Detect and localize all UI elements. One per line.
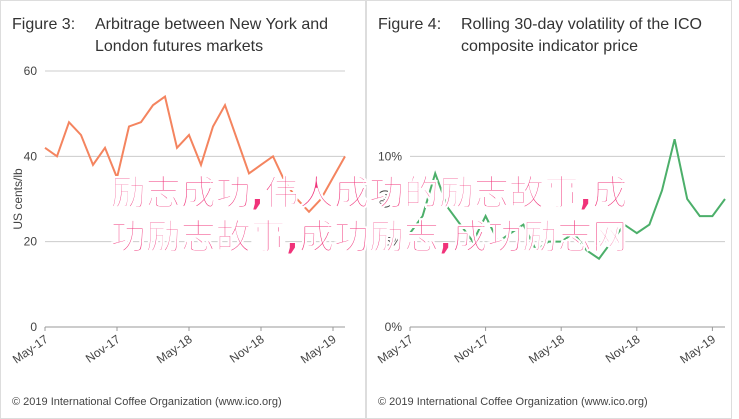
chart-title: composite indicator price xyxy=(461,38,638,55)
x-tick-label: Nov-18 xyxy=(227,332,267,366)
x-tick-label: Nov-18 xyxy=(603,332,643,366)
y-axis-label: (%) xyxy=(377,190,391,209)
y-tick-label: 60 xyxy=(24,64,38,78)
data-line xyxy=(409,139,726,261)
chart-title: London futures markets xyxy=(95,38,263,55)
x-tick-label: May-17 xyxy=(375,332,416,367)
y-tick-label: 5% xyxy=(385,235,403,249)
overlay-text: 励志成功,伟人成功的励志故事,成 xyxy=(111,174,628,214)
figure-label: Figure 4: xyxy=(378,16,441,33)
y-tick-label: 0 xyxy=(30,320,37,334)
x-tick-label: May-18 xyxy=(526,332,567,367)
x-tick-label: May-17 xyxy=(10,332,51,367)
y-tick-label: 10% xyxy=(378,149,402,163)
x-tick-label: May-18 xyxy=(154,332,195,367)
chart-title: Rolling 30-day volatility of the ICO xyxy=(461,16,702,33)
y-axis-label: US cents/lb xyxy=(11,168,25,230)
x-tick-label: May-19 xyxy=(677,332,718,367)
y-tick-label: 40 xyxy=(24,149,38,163)
figure-label: Figure 3: xyxy=(12,16,75,33)
data-line xyxy=(44,94,346,214)
chart-title: Arbitrage between New York and xyxy=(95,16,328,33)
source-note: © 2019 International Coffee Organization… xyxy=(12,396,282,408)
x-tick-label: May-19 xyxy=(298,332,339,367)
source-note: © 2019 International Coffee Organization… xyxy=(378,396,648,408)
y-tick-label: 0% xyxy=(385,320,403,334)
x-tick-label: Nov-17 xyxy=(452,332,492,366)
x-tick-label: Nov-17 xyxy=(83,332,123,366)
overlay-text: 功励志故事,成功励志,成功励志网 xyxy=(111,218,628,258)
y-tick-label: 20 xyxy=(24,235,38,249)
